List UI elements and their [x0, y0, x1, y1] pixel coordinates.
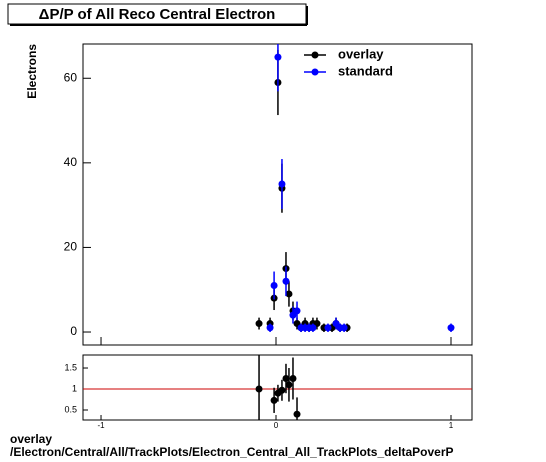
marker	[282, 277, 290, 285]
y-tick-label: 20	[64, 240, 78, 254]
marker	[266, 324, 274, 332]
marker	[309, 324, 317, 332]
y-tick-label: 40	[64, 155, 78, 169]
marker	[293, 410, 301, 418]
marker	[285, 381, 293, 389]
x-tick-label: 0	[274, 421, 279, 430]
marker	[289, 375, 297, 383]
marker	[324, 324, 332, 332]
marker	[270, 396, 278, 404]
y-tick-label: 1	[72, 383, 77, 393]
marker	[270, 281, 278, 289]
marker	[340, 324, 348, 332]
y-tick-label: 0.5	[64, 404, 77, 414]
marker	[285, 290, 293, 298]
legend-label: standard	[338, 63, 393, 78]
legend-label: overlay	[338, 46, 384, 61]
y-tick-label: 60	[64, 70, 78, 84]
footer-path: /Electron/Central/All/TrackPlots/Electro…	[10, 445, 454, 459]
marker	[278, 180, 286, 188]
y-tick-label: 0	[70, 324, 77, 338]
marker	[293, 307, 301, 315]
ratio-frame	[82, 354, 473, 421]
marker	[274, 53, 282, 61]
y-tick-label: 1.5	[64, 362, 77, 372]
x-tick-label: -1	[97, 421, 105, 430]
chart-title: ΔP/P of All Reco Central Electron	[39, 6, 276, 23]
marker	[447, 324, 455, 332]
x-tick-label: 1	[449, 421, 454, 430]
footer-text: overlay	[10, 432, 52, 446]
legend-marker	[311, 51, 319, 59]
marker	[278, 386, 286, 394]
marker	[255, 385, 263, 393]
marker	[255, 320, 263, 328]
marker	[282, 375, 290, 383]
y-axis-label: Electrons	[25, 44, 39, 99]
legend-marker	[311, 68, 319, 76]
